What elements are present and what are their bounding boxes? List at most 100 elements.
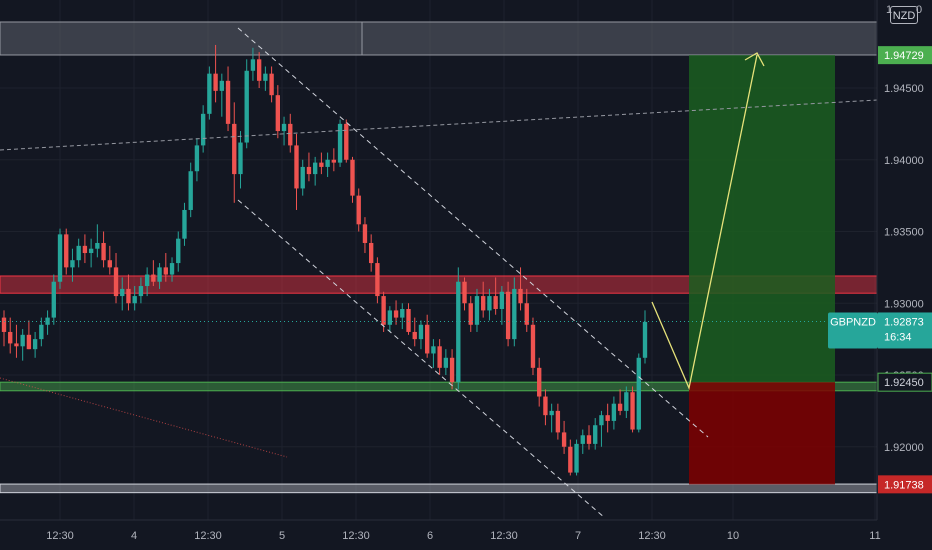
candle-body [617, 403, 623, 411]
candle-body [194, 145, 200, 172]
price-tick-label: 1.94000 [884, 155, 924, 167]
price-tick-label: 1.94500 [884, 83, 924, 95]
candle-body [543, 396, 548, 416]
time-tick-label: 5 [279, 530, 285, 542]
candle-body [126, 288, 131, 304]
candle-body [319, 162, 324, 167]
candle-body [368, 242, 374, 264]
candle-body [101, 242, 106, 261]
candle-body [45, 317, 50, 325]
candle-body [95, 242, 100, 249]
candle-body [443, 357, 449, 368]
target-tag-box [878, 46, 932, 65]
time-tick-label: 12:30 [490, 530, 518, 542]
target-price-tag: 1.94729 [878, 46, 932, 65]
candle-body [599, 415, 604, 426]
time-tick-label: 12:30 [638, 530, 666, 542]
candle-body [425, 324, 430, 354]
price-axis-panel[interactable] [877, 0, 932, 520]
candle-body [76, 245, 81, 261]
entry-tag-box [877, 372, 932, 392]
candle-body [57, 234, 63, 282]
candle-body [400, 308, 405, 318]
candles-layer[interactable] [1, 44, 648, 476]
candle-body [20, 334, 25, 347]
candle-body [344, 123, 349, 160]
candle-body [120, 288, 125, 297]
time-tick-label: 7 [575, 530, 581, 542]
time-tick-label: 12:30 [46, 530, 74, 542]
candle-body [281, 123, 287, 132]
candle-body [624, 392, 629, 411]
channel-upper-line[interactable] [237, 27, 709, 438]
time-tick-label: 12:30 [342, 530, 370, 542]
price-axis-partial-tick: 1 [886, 4, 893, 16]
candle-body [157, 267, 162, 282]
candle-body [487, 296, 492, 311]
candle-body [537, 367, 542, 397]
candle-body [350, 159, 355, 196]
candle-body [524, 303, 529, 325]
candle-body [219, 80, 224, 91]
candle-body [294, 145, 299, 189]
candle-body [169, 263, 175, 275]
time-axis-panel[interactable] [0, 520, 932, 550]
candle-body [387, 310, 393, 325]
stop-price-tag: 1.91738 [878, 475, 932, 494]
candle-body [505, 291, 511, 340]
drawings-layer[interactable] [0, 27, 878, 519]
candle-body [1, 317, 7, 332]
candle-body [144, 274, 150, 287]
candle-body [51, 281, 56, 318]
candle-body [263, 73, 268, 81]
candle-body [138, 286, 144, 297]
candle-body [163, 267, 168, 275]
candle-body [39, 324, 44, 340]
candle-body [250, 59, 256, 71]
candle-body [636, 357, 641, 430]
candle-body [213, 73, 218, 91]
candle-body [182, 209, 187, 239]
candle-body [462, 281, 467, 304]
projection-path[interactable] [651, 54, 758, 391]
candle-body [256, 59, 262, 81]
time-tick-label: 12:30 [194, 530, 222, 542]
entry-price-value: 1.92450 [884, 377, 924, 389]
candle-body [512, 288, 517, 340]
candle-body [412, 331, 417, 340]
candle-body [418, 324, 424, 340]
upper-gray-zone [0, 21, 878, 56]
candle-body [474, 296, 480, 325]
candle-body [574, 443, 579, 473]
candle-body [300, 166, 305, 189]
target-area [689, 55, 835, 383]
candle-body [406, 308, 411, 332]
candle-body [8, 331, 13, 344]
entry-price-tag: 1.92450 [877, 372, 932, 392]
candle-body [437, 346, 442, 368]
candle-body [288, 123, 293, 146]
candle-body [275, 95, 281, 132]
candle-body [188, 171, 193, 210]
currency-badge[interactable]: NZD [890, 6, 918, 24]
candle-body [200, 113, 206, 146]
candle-body [64, 234, 69, 268]
candle-body [493, 296, 498, 309]
projection-arrowhead[interactable] [744, 52, 765, 67]
candle-body [238, 142, 243, 175]
candle-body [555, 410, 561, 433]
candle-body [225, 80, 231, 124]
stop-area [689, 382, 835, 485]
symbol-label: GBPNZD [830, 316, 876, 328]
time-tick-label: 4 [131, 530, 137, 542]
candle-body [431, 346, 436, 354]
candle-body [88, 248, 94, 254]
candle-body [481, 296, 486, 311]
candle-body [468, 303, 473, 325]
price-tick-label: 1.93500 [884, 227, 924, 239]
price-tick-label: 1.92000 [884, 442, 924, 454]
candle-body [32, 339, 38, 350]
candle-body [561, 432, 567, 447]
candle-body [312, 162, 318, 175]
